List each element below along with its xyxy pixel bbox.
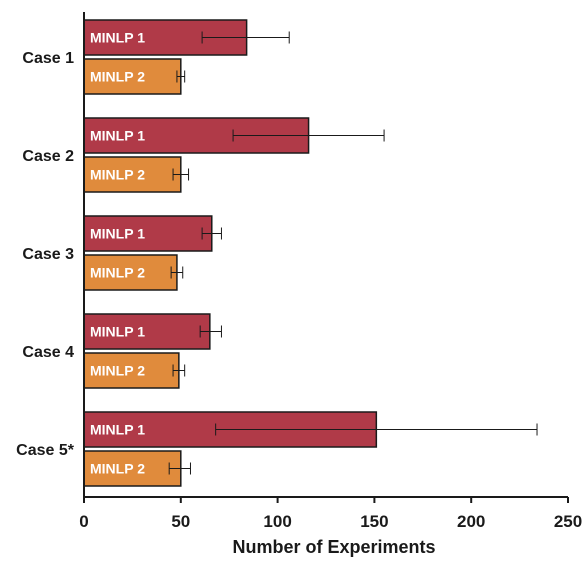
bar-series-label: MINLP 2 (90, 69, 145, 85)
x-tick-label: 200 (457, 512, 485, 531)
x-ticks-group: 0 50 100 150 200 250 (79, 497, 582, 531)
bar-series-label: MINLP 1 (90, 226, 145, 242)
bar-series-label: MINLP 1 (90, 422, 145, 438)
bars-group (83, 19, 378, 487)
category-label: Case 4 (22, 344, 74, 361)
category-label: Case 1 (22, 50, 74, 67)
bar-series-label: MINLP 2 (90, 363, 145, 379)
x-axis-title: Number of Experiments (232, 537, 435, 557)
bar (83, 215, 213, 252)
bar-series-label: MINLP 2 (90, 167, 145, 183)
error-bars-group (168, 31, 538, 475)
bar-series-label: MINLP 1 (90, 128, 145, 144)
bar-series-label: MINLP 2 (90, 265, 145, 281)
x-tick-label: 50 (171, 512, 190, 531)
category-labels-group: Case 1 Case 2 Case 3 Case 4 Case 5* (16, 50, 75, 459)
category-label: Case 3 (22, 246, 74, 263)
category-label: Case 5* (16, 442, 75, 459)
axes-group (83, 12, 568, 498)
bar (83, 313, 211, 350)
bar-series-label: MINLP 1 (90, 324, 145, 340)
x-tick-label: 150 (360, 512, 388, 531)
category-label: Case 2 (22, 148, 74, 165)
bar (83, 58, 182, 95)
x-tick-label: 100 (263, 512, 291, 531)
x-tick-label: 250 (554, 512, 582, 531)
bar-series-label: MINLP 2 (90, 461, 145, 477)
bar-labels-group: MINLP 1 MINLP 2 MINLP 1 MINLP 2 MINLP 1 MINLP… (90, 30, 145, 477)
x-tick-label: 0 (79, 512, 88, 531)
bar-series-label: MINLP 1 (90, 30, 145, 46)
